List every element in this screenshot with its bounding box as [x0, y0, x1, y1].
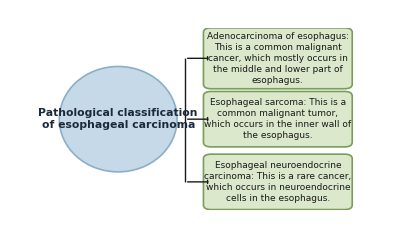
Text: Esophageal sarcoma: This is a
common malignant tumor,
which occurs in the inner : Esophageal sarcoma: This is a common mal…: [204, 98, 352, 140]
FancyBboxPatch shape: [204, 28, 352, 89]
Text: Pathological classification
of esophageal carcinoma: Pathological classification of esophagea…: [38, 108, 198, 130]
FancyBboxPatch shape: [204, 154, 352, 210]
FancyBboxPatch shape: [204, 92, 352, 147]
Text: Adenocarcinoma of esophagus:
This is a common malignant
cancer, which mostly occ: Adenocarcinoma of esophagus: This is a c…: [207, 32, 349, 85]
Text: Esophageal neuroendocrine
carcinoma: This is a rare cancer,
which occurs in neur: Esophageal neuroendocrine carcinoma: Thi…: [204, 161, 352, 203]
Ellipse shape: [59, 67, 177, 172]
